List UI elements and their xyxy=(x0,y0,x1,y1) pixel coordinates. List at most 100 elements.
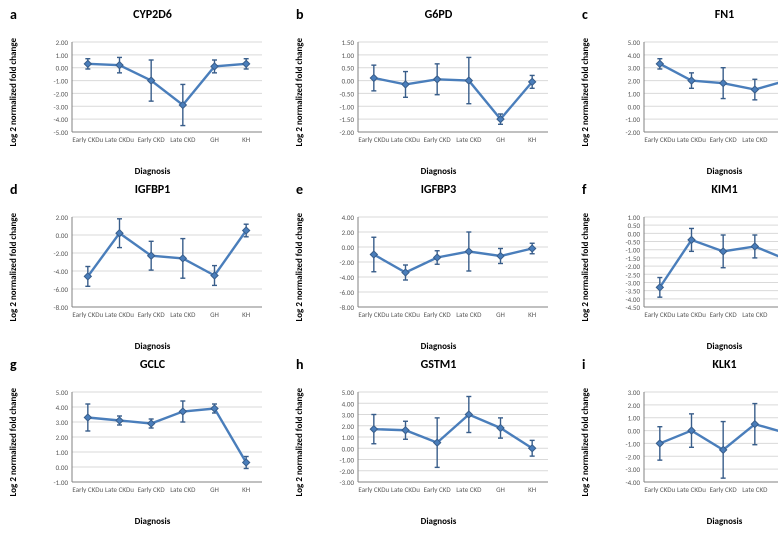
chart-title: IGFBP1 xyxy=(135,183,171,197)
panel-b: bLog 2 normalized fold changeG6PD-2.00-1… xyxy=(294,8,570,177)
svg-text:0.00: 0.00 xyxy=(55,231,68,240)
y-axis-label: Log 2 normalized fold change xyxy=(8,36,19,148)
svg-text:-6.00: -6.00 xyxy=(53,285,68,294)
svg-text:0.50: 0.50 xyxy=(627,221,640,230)
svg-text:-4.00: -4.00 xyxy=(53,267,68,276)
svg-text:-1.00: -1.00 xyxy=(625,246,640,255)
svg-text:Early CKD: Early CKD xyxy=(137,310,165,319)
y-axis-label: Log 2 normalized fold change xyxy=(294,386,305,498)
svg-text:-0.50: -0.50 xyxy=(625,238,640,247)
svg-text:GH: GH xyxy=(210,135,219,144)
chart-svg: -2.00-1.000.001.002.003.004.005.00Early … xyxy=(610,24,778,164)
chart-title: G6PD xyxy=(425,8,453,22)
y-axis-label: Log 2 normalized fold change xyxy=(8,211,19,323)
svg-text:1.00: 1.00 xyxy=(55,51,68,60)
svg-text:-4.50: -4.50 xyxy=(625,303,640,312)
chart-title: FN1 xyxy=(715,8,735,22)
svg-text:-3.50: -3.50 xyxy=(625,287,640,296)
panel-d: d Log 2 normalized fold change IGFBP1 -8.00… xyxy=(8,183,284,352)
svg-text:Late CKD: Late CKD xyxy=(742,135,768,144)
svg-text:Early CKDu: Early CKDu xyxy=(72,135,103,144)
panel-letter: i xyxy=(582,356,585,373)
svg-text:1.00: 1.00 xyxy=(55,448,68,457)
svg-text:0.00: 0.00 xyxy=(55,64,68,73)
svg-text:GH: GH xyxy=(496,310,505,319)
svg-text:Early CKD: Early CKD xyxy=(423,310,451,319)
svg-text:-2.00: -2.00 xyxy=(625,262,640,271)
svg-text:5.00: 5.00 xyxy=(627,38,640,47)
y-axis-label: Log 2 normalized fold change xyxy=(580,386,591,498)
svg-text:Early CKDu: Early CKDu xyxy=(644,135,675,144)
svg-text:-1.00: -1.00 xyxy=(339,456,354,465)
svg-text:3.00: 3.00 xyxy=(55,418,68,427)
svg-text:-1.50: -1.50 xyxy=(339,115,354,124)
svg-text:-1.00: -1.00 xyxy=(625,115,640,124)
svg-text:2.00: 2.00 xyxy=(55,38,68,47)
chart-title: GSTM1 xyxy=(421,358,457,372)
svg-text:1.00: 1.00 xyxy=(627,89,640,98)
svg-text:-8.00: -8.00 xyxy=(53,303,68,312)
svg-text:3.00: 3.00 xyxy=(627,64,640,73)
svg-text:-5.00: -5.00 xyxy=(53,128,68,137)
chart-title: KIM1 xyxy=(711,183,737,197)
svg-text:4.00: 4.00 xyxy=(55,403,68,412)
svg-text:1.50: 1.50 xyxy=(341,38,354,47)
svg-text:Early CKD: Early CKD xyxy=(423,135,451,144)
svg-text:-1.00: -1.00 xyxy=(53,77,68,86)
svg-text:Late CKD: Late CKD xyxy=(170,310,196,319)
panel-letter: d xyxy=(10,181,18,198)
panel-letter: h xyxy=(296,356,304,373)
svg-text:Late CKD: Late CKD xyxy=(742,310,768,319)
panel-letter: g xyxy=(10,356,17,373)
svg-text:3.00: 3.00 xyxy=(627,388,640,397)
chart-title: IGFBP3 xyxy=(421,183,457,197)
svg-text:2.00: 2.00 xyxy=(55,433,68,442)
svg-text:Early CKDu: Early CKDu xyxy=(72,310,103,319)
svg-text:0.00: 0.00 xyxy=(341,243,354,252)
panel-letter: c xyxy=(582,6,588,23)
x-axis-label: Diagnosis xyxy=(135,166,171,177)
svg-text:-3.00: -3.00 xyxy=(625,278,640,287)
svg-text:Early CKDu: Early CKDu xyxy=(358,485,389,494)
panel-letter: b xyxy=(296,6,304,23)
svg-text:KH: KH xyxy=(242,135,250,144)
svg-text:-0.50: -0.50 xyxy=(339,89,354,98)
svg-text:Late CKDu: Late CKDu xyxy=(105,310,134,319)
svg-text:2.00: 2.00 xyxy=(341,228,354,237)
svg-text:KH: KH xyxy=(528,135,536,144)
svg-text:Late CKDu: Late CKDu xyxy=(105,135,134,144)
svg-text:Early CKD: Early CKD xyxy=(709,135,737,144)
svg-text:Late CKDu: Late CKDu xyxy=(391,485,420,494)
y-axis-label: Log 2 normalized fold change xyxy=(580,36,591,148)
panel-c: c Log 2 normalized fold change FN1 -2.00 -1.… xyxy=(580,8,778,177)
panel-letter: e xyxy=(296,181,303,198)
svg-text:KH: KH xyxy=(242,310,250,319)
chart-svg: -4.50-4.00-3.50-3.00-2.50-2.00-1.50-1.00… xyxy=(610,199,778,339)
svg-text:Early CKDu: Early CKDu xyxy=(72,485,103,494)
svg-text:4.00: 4.00 xyxy=(341,213,354,222)
panel-g: gLog 2 normalized fold changeGCLC-1.000.… xyxy=(8,358,284,527)
svg-text:-2.00: -2.00 xyxy=(625,128,640,137)
chart-svg: -3.00-2.00-1.000.001.002.003.004.005.00E… xyxy=(324,374,554,514)
svg-text:1.00: 1.00 xyxy=(627,414,640,423)
svg-text:0.50: 0.50 xyxy=(341,64,354,73)
svg-text:-2.00: -2.00 xyxy=(339,467,354,476)
chart-svg: -4.00-3.00-2.00-1.000.001.002.003.00Earl… xyxy=(610,374,778,514)
svg-text:0.00: 0.00 xyxy=(627,229,640,238)
svg-text:Late CKD: Late CKD xyxy=(456,310,482,319)
panel-h: hLog 2 normalized fold changeGSTM1-3.00-… xyxy=(294,358,570,527)
svg-text:-1.00: -1.00 xyxy=(53,478,68,487)
svg-text:GH: GH xyxy=(210,485,219,494)
svg-text:Late CKDu: Late CKDu xyxy=(677,485,706,494)
svg-text:0.00: 0.00 xyxy=(341,77,354,86)
svg-text:Early CKDu: Early CKDu xyxy=(644,310,675,319)
svg-text:Late CKDu: Late CKDu xyxy=(677,135,706,144)
svg-text:KH: KH xyxy=(528,485,536,494)
panel-letter: f xyxy=(582,181,586,198)
y-axis-label: Log 2 normalized fold change xyxy=(8,386,19,498)
svg-text:Late CKD: Late CKD xyxy=(170,135,196,144)
panel-a: aLog 2 normalized fold changeCYP2D6-5.00… xyxy=(8,8,284,177)
svg-text:-2.00: -2.00 xyxy=(53,249,68,258)
svg-text:-2.00: -2.00 xyxy=(339,128,354,137)
svg-text:-1.50: -1.50 xyxy=(625,254,640,263)
